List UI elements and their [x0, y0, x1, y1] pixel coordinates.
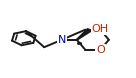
Polygon shape [76, 29, 92, 40]
Text: O: O [96, 45, 105, 55]
Text: N: N [58, 35, 66, 45]
Text: OH: OH [91, 24, 109, 34]
